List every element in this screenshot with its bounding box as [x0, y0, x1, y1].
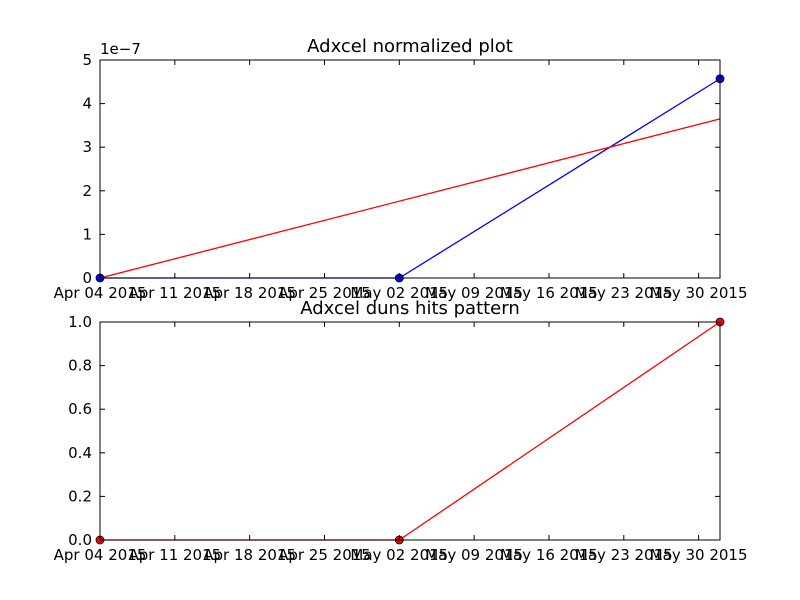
y-offset-text-0: 1e−7 — [100, 40, 141, 58]
x-tick-label-1-1: Apr 11 2015 — [128, 546, 221, 564]
y-tick-label-0-4: 4 — [82, 95, 92, 113]
x-tick-label-0-1: Apr 11 2015 — [128, 284, 221, 302]
x-tick-label-1-7: May 23 2015 — [575, 546, 673, 564]
chart-title-1: Adxcel duns hits pattern — [300, 298, 520, 319]
x-tick-label-0-4: May 02 2015 — [350, 284, 448, 302]
series-line-0-0 — [100, 78, 721, 279]
x-tick-label-1-5: May 09 2015 — [425, 546, 523, 564]
x-tick-label-1-4: May 02 2015 — [350, 546, 448, 564]
y-tick-label-0-3: 3 — [82, 138, 92, 156]
series-line-0-1 — [99, 118, 721, 279]
chart-title-0: Adxcel normalized plot — [307, 36, 513, 57]
x-tick-label-1-8: May 30 2015 — [650, 546, 748, 564]
axes-frame-0 — [99, 59, 721, 279]
y-tick-label-0-0: 0 — [82, 269, 92, 287]
x-tick-label-0-8: May 30 2015 — [650, 284, 748, 302]
x-tick-label-0-5: May 09 2015 — [425, 284, 523, 302]
axes-frame-1 — [99, 321, 721, 541]
x-tick-label-1-2: Apr 18 2015 — [203, 546, 296, 564]
y-tick-label-0-2: 2 — [82, 182, 92, 200]
x-tick-label-1-0: Apr 04 2015 — [54, 546, 147, 564]
x-tick-label-0-0: Apr 04 2015 — [54, 284, 147, 302]
x-tick-label-0-7: May 23 2015 — [575, 284, 673, 302]
y-tick-label-1-0: 0.0 — [68, 531, 92, 549]
x-tick-label-1-6: May 16 2015 — [500, 546, 598, 564]
y-tick-label-1-5: 1.0 — [68, 313, 92, 331]
x-tick-label-0-6: May 16 2015 — [500, 284, 598, 302]
x-tick-label-0-2: Apr 18 2015 — [203, 284, 296, 302]
y-tick-label-0-1: 1 — [82, 225, 92, 243]
y-tick-label-1-3: 0.6 — [68, 400, 92, 418]
y-tick-label-1-1: 0.2 — [68, 487, 92, 505]
x-tick-label-1-3: Apr 25 2015 — [278, 546, 371, 564]
y-tick-label-1-4: 0.8 — [68, 357, 92, 375]
y-tick-label-0-5: 5 — [82, 51, 92, 69]
series-line-1-0 — [100, 321, 721, 541]
y-tick-label-1-2: 0.4 — [68, 444, 92, 462]
x-tick-label-0-3: Apr 25 2015 — [278, 284, 371, 302]
